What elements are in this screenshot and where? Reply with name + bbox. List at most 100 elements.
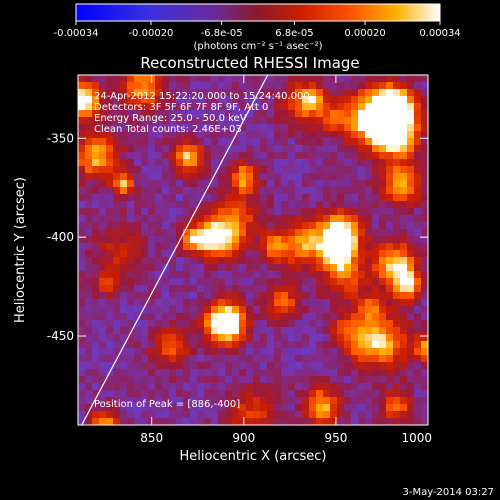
heatmap-cell: [162, 383, 170, 391]
heatmap-cell: [260, 152, 268, 160]
heatmap-cell: [267, 208, 275, 216]
heatmap-cell: [148, 320, 156, 328]
heatmap-cell: [85, 124, 93, 132]
heatmap-cell: [190, 180, 198, 188]
heatmap-cell: [358, 348, 366, 356]
heatmap-cell: [386, 145, 394, 153]
heatmap-cell: [99, 348, 107, 356]
heatmap-cell: [176, 411, 184, 419]
heatmap-cell: [295, 376, 303, 384]
heatmap-cell: [323, 96, 331, 104]
heatmap-cell: [176, 320, 184, 328]
heatmap-cell: [260, 145, 268, 153]
heatmap-cell: [218, 103, 226, 111]
heatmap-cell: [386, 313, 394, 321]
heatmap-cell: [162, 334, 170, 342]
heatmap-cell: [330, 208, 338, 216]
heatmap-cell: [225, 348, 233, 356]
heatmap-cell: [106, 75, 114, 83]
heatmap-cell: [414, 292, 422, 300]
heatmap-cell: [99, 362, 107, 370]
heatmap-cell: [232, 82, 240, 90]
heatmap-cell: [281, 411, 289, 419]
heatmap-cell: [309, 89, 317, 97]
heatmap-cell: [372, 152, 380, 160]
heatmap-cell: [190, 82, 198, 90]
heatmap-cell: [407, 159, 415, 167]
heatmap-cell: [386, 138, 394, 146]
heatmap-cell: [204, 103, 212, 111]
heatmap-cell: [407, 285, 415, 293]
heatmap-cell: [99, 159, 107, 167]
heatmap-cell: [120, 187, 128, 195]
heatmap-cell: [134, 292, 142, 300]
heatmap-cell: [106, 187, 114, 195]
heatmap-cell: [218, 250, 226, 258]
heatmap-cell: [351, 124, 359, 132]
heatmap-cell: [239, 383, 247, 391]
heatmap-cell: [351, 152, 359, 160]
heatmap-cell: [134, 320, 142, 328]
heatmap-cell: [414, 138, 422, 146]
heatmap-cell: [295, 110, 303, 118]
heatmap-cell: [309, 397, 317, 405]
heatmap-cell: [85, 327, 93, 335]
annotation-line: Detectors: 3F 5F 6F 7F 8F 9F, Att 0: [94, 102, 268, 113]
heatmap-cell: [274, 173, 282, 181]
heatmap-cell: [92, 222, 100, 230]
heatmap-cell: [267, 264, 275, 272]
heatmap-cell: [232, 320, 240, 328]
heatmap-cell: [106, 257, 114, 265]
heatmap-cell: [421, 96, 428, 104]
heatmap-cell: [162, 376, 170, 384]
heatmap-cell: [176, 285, 184, 293]
heatmap-cell: [302, 278, 310, 286]
heatmap-cell: [120, 138, 128, 146]
heatmap-cell: [78, 341, 86, 349]
heatmap-cell: [295, 264, 303, 272]
heatmap-cell: [330, 376, 338, 384]
heatmap-cell: [239, 362, 247, 370]
heatmap-cell: [106, 194, 114, 202]
heatmap-cell: [365, 369, 373, 377]
heatmap-cell: [232, 341, 240, 349]
heatmap-cell: [330, 222, 338, 230]
heatmap-cell: [197, 75, 205, 83]
heatmap-cell: [225, 355, 233, 363]
heatmap-cell: [92, 292, 100, 300]
annotation-line: 24-Apr-2012 15:22:20.000 to 15:24:40.000: [94, 91, 310, 102]
heatmap-cell: [323, 299, 331, 307]
heatmap-cell: [183, 285, 191, 293]
heatmap-cell: [421, 418, 428, 425]
heatmap-cell: [351, 418, 359, 425]
colorbar: [75, 3, 441, 22]
heatmap-cell: [323, 117, 331, 125]
heatmap-cell: [78, 362, 86, 370]
heatmap-cell: [176, 334, 184, 342]
heatmap-cell: [358, 124, 366, 132]
heatmap-cell: [120, 327, 128, 335]
heatmap-cell: [414, 397, 422, 405]
heatmap-cell: [281, 404, 289, 412]
heatmap-cell: [148, 89, 156, 97]
heatmap-cell: [267, 96, 275, 104]
heatmap-cell: [288, 264, 296, 272]
heatmap-cell: [176, 110, 184, 118]
heatmap-cell: [211, 229, 219, 237]
heatmap-cell: [330, 180, 338, 188]
heatmap-cell: [351, 327, 359, 335]
heatmap-cell: [253, 82, 261, 90]
solar-limb-line: [81, 75, 269, 425]
heatmap-cell: [379, 369, 387, 377]
heatmap-cell: [309, 138, 317, 146]
heatmap-cell: [225, 278, 233, 286]
heatmap-cell: [407, 390, 415, 398]
heatmap-cell: [386, 222, 394, 230]
heatmap-cell: [85, 334, 93, 342]
heatmap-cell: [316, 334, 324, 342]
heatmap-cell: [302, 236, 310, 244]
heatmap-cell: [274, 257, 282, 265]
heatmap-cell: [400, 110, 408, 118]
heatmap-cell: [92, 124, 100, 132]
heatmap-cell: [169, 131, 177, 139]
